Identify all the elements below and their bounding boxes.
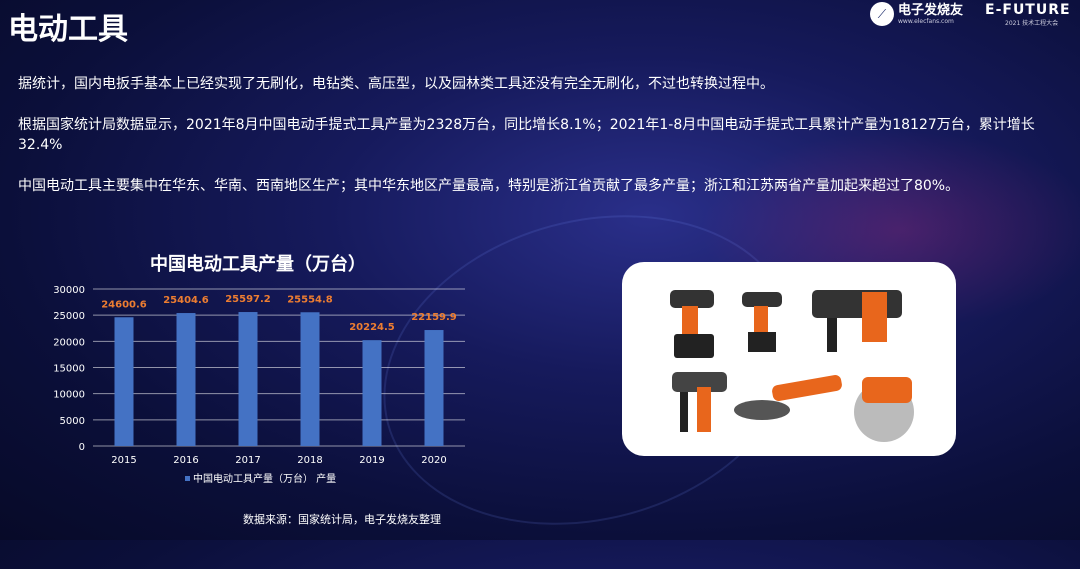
- x-tick-label: 2015: [111, 455, 136, 466]
- bar: [114, 317, 134, 446]
- y-tick-label: 20000: [53, 337, 85, 348]
- page-title: 电动工具: [8, 12, 128, 47]
- x-tick-label: 2018: [297, 455, 322, 466]
- bar: [238, 312, 258, 446]
- compact-drill-icon: [742, 292, 782, 352]
- elecfans-url: www.elecfans.com: [898, 17, 954, 25]
- efuture-sub: 2021 技术工程大会: [1005, 20, 1059, 27]
- y-tick-label: 10000: [53, 390, 85, 401]
- power-tools-image: [622, 262, 956, 456]
- chart-title: 中国电动工具产量（万台）: [150, 254, 366, 275]
- y-tick-label: 0: [79, 442, 85, 453]
- efuture-name: E-FUTURE: [985, 2, 1071, 18]
- efuture-logo: E-FUTURE 2021 技术工程大会: [985, 2, 1071, 27]
- paragraph-3: 中国电动工具主要集中在华东、华南、西南地区生产；其中华东地区产量最高，特别是浙江…: [18, 178, 960, 194]
- data-label: 25597.2: [225, 294, 271, 305]
- y-tick-label: 15000: [53, 364, 85, 375]
- bar-chart: 0 5000 10000 15000 20000 25000 30000 24600.6 201…: [53, 285, 457, 485]
- paragraph-1: 据统计，国内电扳手基本上已经实现了无刷化，电钻类、高压型，以及园林类工具还没有完…: [18, 76, 774, 92]
- data-label: 25554.8: [287, 294, 333, 305]
- circular-saw-icon: [854, 377, 914, 442]
- data-source: 数据来源：国家统计局，电子发烧友整理: [243, 513, 441, 526]
- elecfans-logo-icon: ⟋: [870, 2, 894, 26]
- bar: [176, 313, 196, 446]
- x-tick-label: 2017: [235, 455, 260, 466]
- legend-swatch: [185, 476, 190, 481]
- data-label: 24600.6: [101, 299, 147, 310]
- data-label: 25404.6: [163, 295, 209, 306]
- cordless-drill-icon: [670, 290, 714, 358]
- rotary-hammer-icon: [812, 290, 902, 352]
- x-tick-label: 2019: [359, 455, 384, 466]
- bar: [362, 340, 382, 446]
- data-label: 20224.5: [349, 322, 395, 333]
- paragraph-2: 根据国家统计局数据显示，2021年8月中国电动手提式工具产量为2328万台，同比…: [18, 117, 1035, 153]
- angle-grinder-icon: [734, 374, 842, 420]
- data-label: 22159.9: [411, 312, 457, 323]
- y-tick-label: 25000: [53, 311, 85, 322]
- impact-drill-icon: [672, 372, 727, 432]
- x-tick-label: 2016: [173, 455, 198, 466]
- legend-label: 中国电动工具产量（万台） 产量: [193, 472, 336, 485]
- x-tick-label: 2020: [421, 455, 446, 466]
- bar: [300, 312, 320, 446]
- y-tick-label: 30000: [53, 285, 85, 296]
- power-tools-illustration: [670, 290, 914, 442]
- elecfans-name: 电子发烧友: [898, 2, 964, 18]
- elecfans-logo: ⟋ 电子发烧友 www.elecfans.com: [870, 2, 963, 26]
- bar: [424, 330, 444, 446]
- y-tick-label: 5000: [60, 416, 85, 427]
